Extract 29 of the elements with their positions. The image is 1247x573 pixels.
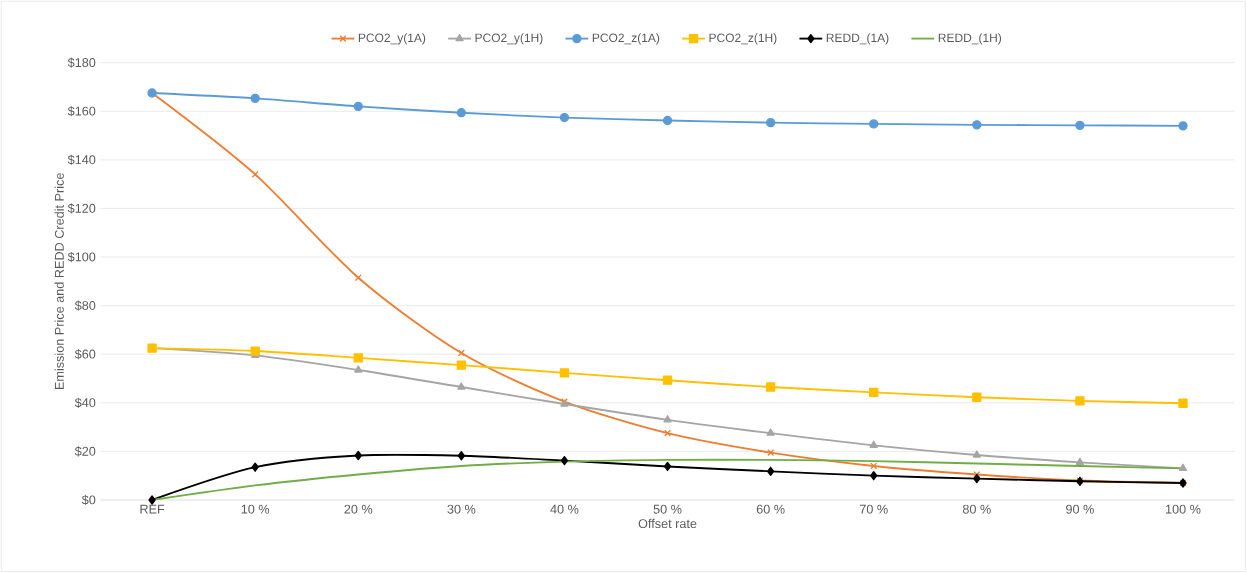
legend-label: REDD_(1H) (938, 33, 1002, 45)
legend-label: PCO2_z(1H) (709, 33, 777, 45)
x-tick-label: 20 % (344, 504, 373, 514)
y-tick-label: $180 (67, 57, 96, 68)
y-tick-label: $120 (67, 203, 96, 214)
legend-label: PCO2_z(1A) (592, 33, 660, 45)
y-tick-label: $80 (74, 300, 96, 311)
x-tick-label: 30 % (447, 504, 476, 514)
x-tick-label: 10 % (241, 504, 270, 514)
x-tick-label: 90 % (1066, 504, 1094, 514)
x-tick-label: REF (140, 504, 165, 514)
y-tick-label: $60 (74, 349, 96, 360)
legend-label: PCO2_y(1A) (358, 33, 426, 45)
x-tick-label: 100 % (1165, 504, 1201, 514)
y-tick-label: $100 (67, 251, 96, 263)
x-tick-label: 70 % (859, 504, 888, 514)
x-tick-label: 80 % (962, 504, 991, 514)
y-tick-label: $20 (74, 446, 96, 457)
x-axis-title: Offset rate (638, 518, 697, 529)
x-tick-label: 40 % (550, 504, 579, 514)
y-tick-label: $160 (67, 106, 96, 117)
legend-label: PCO2_y(1H) (475, 33, 543, 45)
legend-label: REDD_(1A) (826, 33, 889, 45)
y-axis-title: Emission Price and REDD Credit Price (54, 173, 64, 390)
y-tick-label: $0 (81, 494, 96, 506)
y-tick-label: $40 (74, 397, 96, 408)
x-tick-label: 50 % (653, 504, 682, 514)
y-tick-label: $140 (67, 154, 96, 165)
x-tick-label: 60 % (756, 504, 785, 514)
